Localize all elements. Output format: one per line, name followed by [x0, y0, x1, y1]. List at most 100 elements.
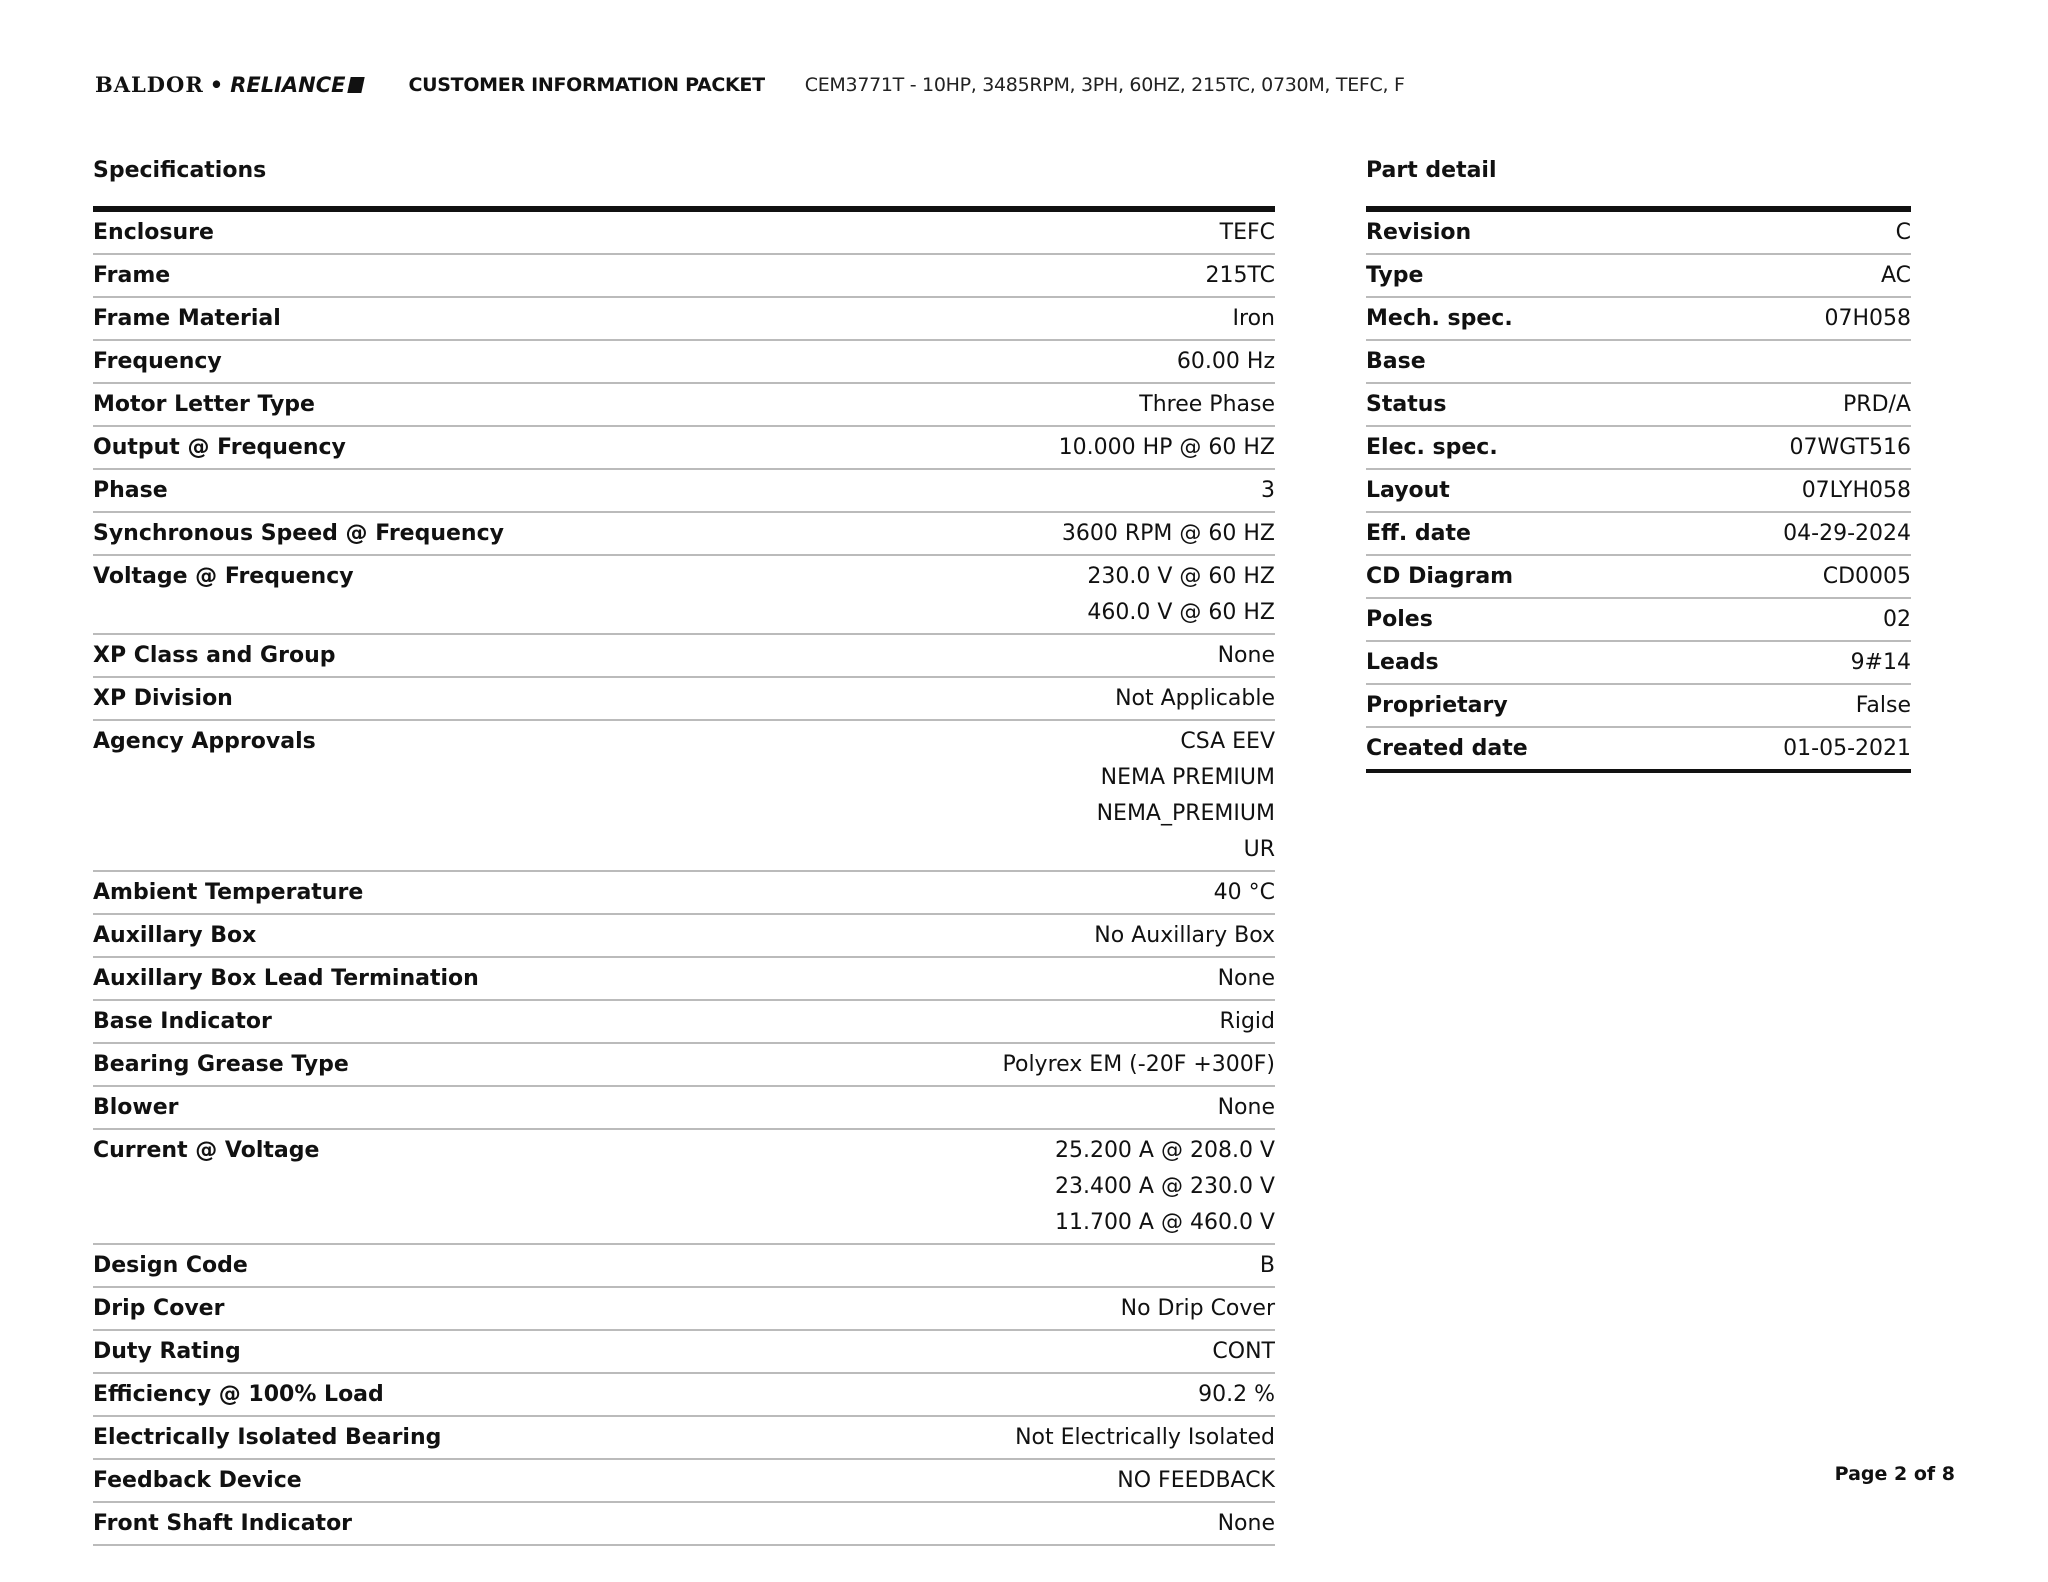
page-header: BALDOR • RELIANCE CUSTOMER INFORMATION P… — [95, 72, 1405, 97]
row-value: 04-29-2024 — [1783, 521, 1911, 546]
row-value: 10.000 HP @ 60 HZ — [1058, 435, 1275, 460]
page-number: Page 2 of 8 — [1834, 1463, 1955, 1485]
logo-baldor: BALDOR — [95, 72, 204, 97]
row-value: 90.2 % — [1198, 1382, 1275, 1407]
table-row: Revision C — [1366, 212, 1911, 255]
row-label: CD Diagram — [1366, 564, 1514, 589]
table-row: Enclosure TEFC — [93, 212, 1275, 255]
row-label: Motor Letter Type — [93, 392, 315, 417]
table-row: Frame Material Iron — [93, 298, 1275, 341]
row-label: Efficiency @ 100% Load — [93, 1382, 384, 1407]
baldor-reliance-logo: BALDOR • RELIANCE — [95, 72, 365, 97]
table-row: Base — [1366, 341, 1911, 384]
row-value: No Drip Cover — [1120, 1296, 1275, 1321]
row-values: 3 — [1261, 473, 1275, 509]
row-value: Rigid — [1219, 1009, 1275, 1034]
row-value: 230.0 V @ 60 HZ — [1087, 564, 1275, 589]
row-label: Revision — [1366, 220, 1472, 245]
table-row: Auxillary Box Lead Termination None — [93, 958, 1275, 1001]
row-values: 07WGT516 — [1790, 430, 1911, 466]
row-value: 01-05-2021 — [1783, 736, 1911, 761]
row-value: AC — [1880, 263, 1911, 288]
row-value: CONT — [1212, 1339, 1275, 1364]
row-values: NO FEEDBACK — [1117, 1463, 1275, 1499]
row-value: 40 °C — [1213, 880, 1275, 905]
table-row: Frequency 60.00 Hz — [93, 341, 1275, 384]
row-values: 07H058 — [1824, 301, 1911, 337]
table-row: Ambient Temperature 40 °C — [93, 872, 1275, 915]
table-row: Blower None — [93, 1087, 1275, 1130]
table-row: Efficiency @ 100% Load 90.2 % — [93, 1374, 1275, 1417]
table-row: Electrically Isolated Bearing Not Electri… — [93, 1417, 1275, 1460]
row-label: Auxillary Box Lead Termination — [93, 966, 479, 991]
row-values: C — [1896, 215, 1911, 251]
row-values: 230.0 V @ 60 HZ 460.0 V @ 60 HZ — [1087, 559, 1275, 631]
row-label: Frequency — [93, 349, 222, 374]
table-row: Status PRD/A — [1366, 384, 1911, 427]
row-value: 215TC — [1205, 263, 1275, 288]
row-values: 01-05-2021 — [1783, 731, 1911, 767]
row-values: 02 — [1883, 602, 1911, 638]
row-value: Three Phase — [1139, 392, 1275, 417]
row-values: Rigid — [1220, 1004, 1275, 1040]
row-label: Duty Rating — [93, 1339, 241, 1364]
row-value: 02 — [1883, 607, 1911, 632]
part-detail-section: Part detail Revision C Type AC Mech. spec. 07… — [1366, 156, 1911, 773]
row-values: CONT — [1212, 1334, 1275, 1370]
table-row: Design Code B — [93, 1245, 1275, 1288]
table-row: Front Shaft Indicator None — [93, 1503, 1275, 1546]
row-value: CSA EEV — [1180, 729, 1275, 754]
logo-reliance: RELIANCE — [230, 72, 346, 97]
row-value: C — [1895, 220, 1911, 245]
row-value: 25.200 A @ 208.0 V — [1054, 1138, 1275, 1163]
row-label: Blower — [93, 1095, 179, 1120]
table-row: XP Division Not Applicable — [93, 678, 1275, 721]
row-value: Iron — [1232, 306, 1275, 331]
row-label: Status — [1366, 392, 1447, 417]
row-values: None — [1218, 1090, 1275, 1126]
specifications-table: Enclosure TEFC Frame 215TC Frame Material Iro… — [93, 206, 1275, 1546]
table-row: Current @ Voltage 25.200 A @ 208.0 V 23.40… — [93, 1130, 1275, 1245]
row-values: 10.000 HP @ 60 HZ — [1059, 430, 1275, 466]
table-row: Mech. spec. 07H058 — [1366, 298, 1911, 341]
row-value: 460.0 V @ 60 HZ — [1087, 600, 1275, 625]
table-row: Bearing Grease Type Polyrex EM (-20F +300… — [93, 1044, 1275, 1087]
logo-separator: • — [209, 72, 225, 97]
row-label: Ambient Temperature — [93, 880, 364, 905]
row-label: Mech. spec. — [1366, 306, 1513, 331]
row-values: 90.2 % — [1198, 1377, 1275, 1413]
table-row: Leads 9#14 — [1366, 642, 1911, 685]
row-label: Electrically Isolated Bearing — [93, 1425, 442, 1450]
row-values: False — [1856, 688, 1911, 724]
row-value: None — [1217, 643, 1275, 668]
row-label: Auxillary Box — [93, 923, 257, 948]
row-label: Elec. spec. — [1366, 435, 1498, 460]
row-value: PRD/A — [1843, 392, 1911, 417]
table-row: Feedback Device NO FEEDBACK — [93, 1460, 1275, 1503]
row-value: None — [1217, 1095, 1275, 1120]
table-row: Layout 07LYH058 — [1366, 470, 1911, 513]
row-label: XP Class and Group — [93, 643, 336, 668]
table-row: Output @ Frequency 10.000 HP @ 60 HZ — [93, 427, 1275, 470]
table-row: Phase 3 — [93, 470, 1275, 513]
table-row: Created date 01-05-2021 — [1366, 728, 1911, 773]
row-values: None — [1218, 638, 1275, 674]
row-label: Synchronous Speed @ Frequency — [93, 521, 504, 546]
row-values: 07LYH058 — [1802, 473, 1911, 509]
row-values: PRD/A — [1843, 387, 1911, 423]
row-value: 07WGT516 — [1789, 435, 1911, 460]
row-value: Not Electrically Isolated — [1015, 1425, 1275, 1450]
row-values: Polyrex EM (-20F +300F) — [1003, 1047, 1276, 1083]
specifications-title: Specifications — [93, 158, 267, 183]
table-row: Agency Approvals CSA EEV NEMA PREMIUM NEMA_… — [93, 721, 1275, 872]
row-values: 40 °C — [1214, 875, 1275, 911]
row-value: 60.00 Hz — [1176, 349, 1275, 374]
table-row: Auxillary Box No Auxillary Box — [93, 915, 1275, 958]
row-label: Proprietary — [1366, 693, 1508, 718]
table-row: CD Diagram CD0005 — [1366, 556, 1911, 599]
row-label: Frame — [93, 263, 171, 288]
row-label: Enclosure — [93, 220, 214, 245]
row-values: B — [1260, 1248, 1275, 1284]
row-label: Leads — [1366, 650, 1439, 675]
table-row: Poles 02 — [1366, 599, 1911, 642]
